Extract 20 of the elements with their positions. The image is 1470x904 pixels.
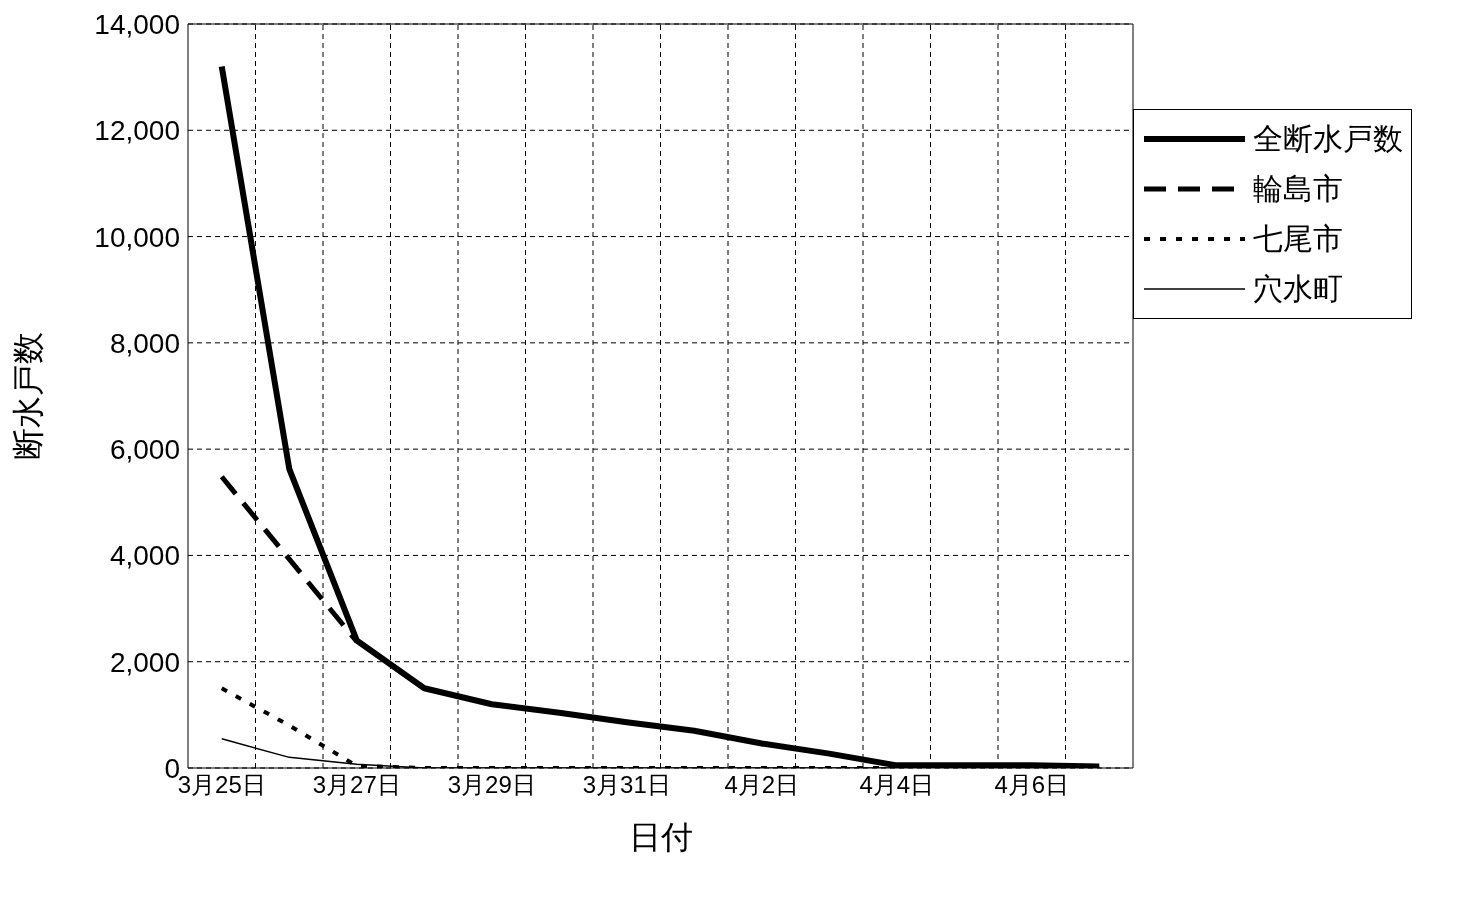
x-tick-label: 3月27日 <box>312 771 401 799</box>
y-tick-label: 10,000 <box>94 221 180 253</box>
y-tick-label: 0 <box>164 752 180 784</box>
x-tick-label: 4月6日 <box>994 771 1070 799</box>
y-tick-label: 6,000 <box>109 434 180 466</box>
legend-label: 全断水戸数 <box>1253 120 1403 157</box>
y-tick-label: 2,000 <box>109 646 180 678</box>
y-axis-title: 断水戸数 <box>10 332 47 460</box>
y-tick-label: 8,000 <box>109 327 180 359</box>
legend-label: 穴水町 <box>1253 270 1343 307</box>
x-tick-label: 3月29日 <box>447 771 536 799</box>
y-tick-label: 14,000 <box>94 8 180 40</box>
legend-label: 輪島市 <box>1253 170 1343 207</box>
x-tick-label: 3月31日 <box>582 771 671 799</box>
x-axis-title: 日付 <box>628 819 693 855</box>
x-tick-label: 4月4日 <box>859 771 935 799</box>
y-tick-label: 4,000 <box>109 540 180 572</box>
legend-label: 七尾市 <box>1253 220 1343 257</box>
x-tick-label: 4月2日 <box>724 771 800 799</box>
y-tick-label: 12,000 <box>94 115 180 147</box>
